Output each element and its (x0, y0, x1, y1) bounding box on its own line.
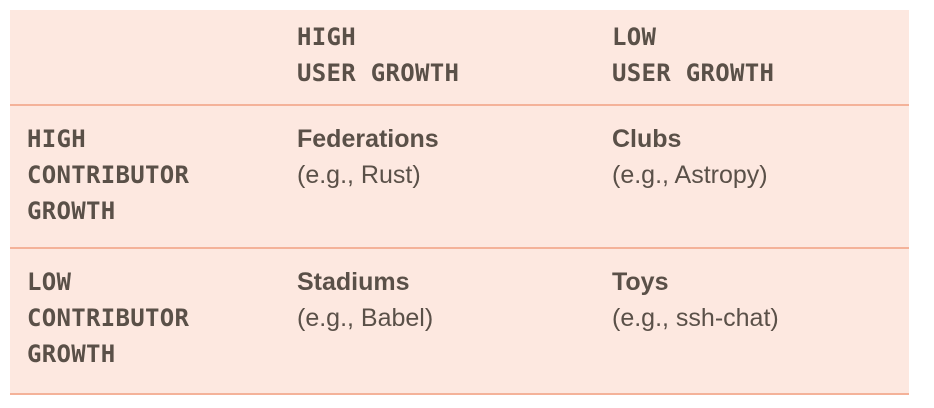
cell-toys: Toys (e.g., ssh-chat) (612, 248, 902, 336)
category-title: Stadiums (297, 268, 410, 296)
row-header-label: HIGH CONTRIBUTOR GROWTH (27, 125, 190, 225)
cell-clubs: Clubs (e.g., Astropy) (612, 105, 902, 193)
row-divider (10, 104, 909, 106)
category-title: Federations (297, 125, 439, 153)
corner-cell (27, 10, 277, 19)
category-title: Clubs (612, 125, 682, 153)
row-divider (10, 393, 909, 395)
row-header-low-contributor-growth: LOW CONTRIBUTOR GROWTH (27, 248, 277, 372)
table-row-high-contributor-growth: HIGH CONTRIBUTOR GROWTH Federations (e.g… (10, 105, 909, 248)
cell-federations: Federations (e.g., Rust) (297, 105, 597, 193)
column-header-label: HIGH USER GROWTH (297, 23, 460, 87)
table-row-low-contributor-growth: LOW CONTRIBUTOR GROWTH Stadiums (e.g., B… (10, 248, 909, 393)
column-header-high-user-growth: HIGH USER GROWTH (297, 10, 597, 91)
category-example: (e.g., Rust) (297, 161, 421, 189)
row-divider (10, 247, 909, 249)
category-example: (e.g., Astropy) (612, 161, 768, 189)
column-header-low-user-growth: LOW USER GROWTH (612, 10, 902, 91)
category-example: (e.g., ssh-chat) (612, 304, 779, 332)
category-title: Toys (612, 268, 669, 296)
row-header-high-contributor-growth: HIGH CONTRIBUTOR GROWTH (27, 105, 277, 229)
cell-stadiums: Stadiums (e.g., Babel) (297, 248, 597, 336)
category-example: (e.g., Babel) (297, 304, 434, 332)
header-row: HIGH USER GROWTH LOW USER GROWTH (10, 10, 909, 105)
column-header-label: LOW USER GROWTH (612, 23, 775, 87)
corner-label (27, 10, 277, 19)
row-header-label: LOW CONTRIBUTOR GROWTH (27, 268, 190, 368)
growth-matrix-table: HIGH USER GROWTH LOW USER GROWTH HIGH CO… (10, 10, 909, 395)
